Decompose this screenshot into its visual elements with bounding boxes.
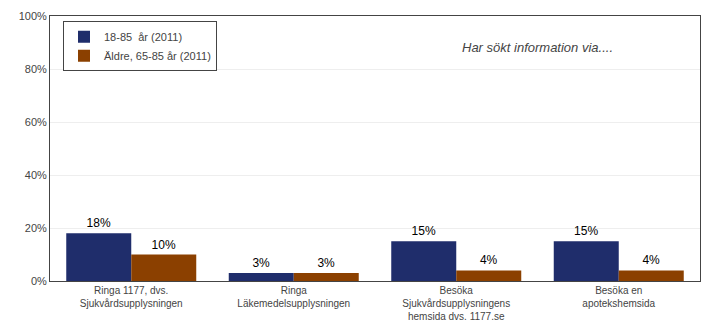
- svg-text:3%: 3%: [317, 256, 335, 270]
- svg-text:4%: 4%: [642, 253, 660, 267]
- svg-text:18%: 18%: [87, 216, 111, 230]
- svg-text:60%: 60%: [25, 116, 47, 128]
- svg-text:15%: 15%: [574, 224, 598, 238]
- svg-text:80%: 80%: [25, 63, 47, 75]
- svg-text:40%: 40%: [25, 169, 47, 181]
- svg-text:BesökaSjukvårdsupplysningenshe: BesökaSjukvårdsupplysningenshemsida dvs.…: [402, 285, 510, 322]
- svg-text:RingaLäkemedelsupplysningen: RingaLäkemedelsupplysningen: [237, 285, 350, 309]
- svg-text:20%: 20%: [25, 222, 47, 234]
- svg-text:Har sökt information via....: Har sökt information via....: [462, 40, 613, 55]
- svg-text:4%: 4%: [480, 253, 498, 267]
- svg-text:Besöka enapotekshemsida: Besöka enapotekshemsida: [582, 285, 655, 309]
- svg-text:15%: 15%: [412, 224, 436, 238]
- svg-text:10%: 10%: [152, 238, 176, 252]
- svg-text:100%: 100%: [19, 10, 47, 22]
- svg-text:Ringa 1177, dvs.Sjukvårdsupply: Ringa 1177, dvs.Sjukvårdsupplysningen: [80, 285, 183, 309]
- svg-text:0%: 0%: [31, 275, 47, 287]
- svg-text:3%: 3%: [252, 256, 270, 270]
- svg-text:Äldre, 65-85 år (2011): Äldre, 65-85 år (2011): [104, 50, 211, 62]
- svg-text:18-85 år (2011): 18-85 år (2011): [104, 31, 182, 43]
